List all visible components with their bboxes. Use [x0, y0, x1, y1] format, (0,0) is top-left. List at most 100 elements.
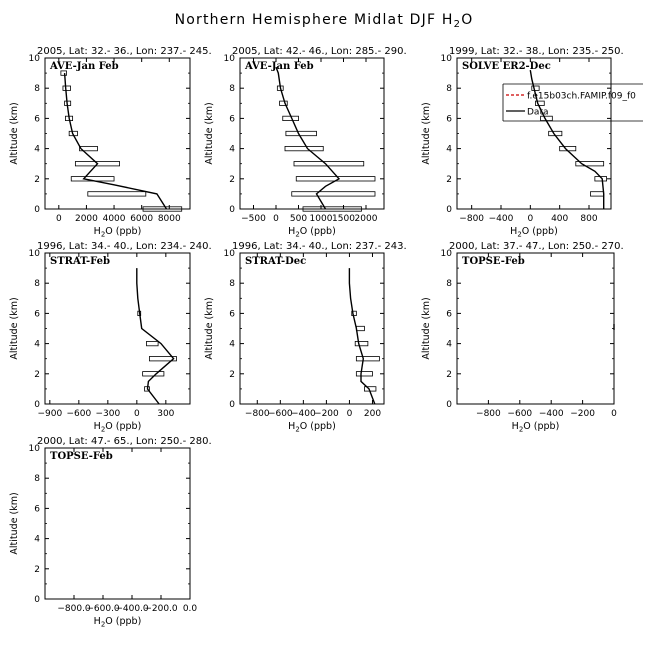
y-tick-label: 10	[224, 249, 236, 259]
campaign-label: AVE-Jan Feb	[49, 61, 119, 72]
chart-panel-4: 1996, Lat: 34.- 40., Lon: 234.- 240. 0 2 4 6…	[9, 241, 212, 434]
y-tick-label: 0	[229, 400, 235, 410]
plot-frame	[44, 447, 191, 600]
x-tick-label: 0	[347, 409, 353, 419]
y-tick-label: 4	[34, 340, 40, 350]
x-tick-label: −600.0	[86, 604, 120, 614]
x-tick-label: −800	[245, 409, 270, 419]
chart-panel-1: 2005, Lat: 32.- 36., Lon: 237.- 245. 0 2 4 6…	[9, 46, 212, 239]
y-tick-label: 8	[34, 474, 40, 484]
x-tick-label: −900	[37, 409, 62, 419]
figure-title-main: Northern Hemisphere Midlat DJF H	[175, 12, 454, 28]
x-tick-label: −200.0	[144, 604, 178, 614]
y-tick-label: 0	[229, 205, 235, 215]
y-axis-label: Altitude (km)	[204, 102, 215, 164]
x-tick-label: 1500	[332, 214, 355, 224]
legend-entry: Data	[527, 108, 549, 118]
chart-panel-5: 1996, Lat: 34.- 40., Lon: 237.- 243. 0 2 4 6…	[204, 241, 407, 434]
y-tick-label: 10	[224, 54, 236, 64]
panel-header: 1996, Lat: 34.- 40., Lon: 237.- 243.	[232, 241, 407, 252]
x-axis-label-part: O (ppb)	[522, 226, 558, 237]
y-tick-label: 6	[446, 309, 452, 319]
y-axis-label: Altitude (km)	[9, 492, 20, 554]
data-range-box	[62, 85, 71, 91]
x-axis-label-part: H	[512, 421, 519, 432]
x-axis-label: H2O (ppb)	[512, 421, 560, 434]
x-tick-label: −400.0	[115, 604, 149, 614]
y-tick-label: 8	[229, 84, 235, 94]
plot-frame	[239, 252, 385, 405]
data-range-box	[531, 85, 540, 91]
x-axis-label-part: H	[510, 226, 517, 237]
legend: f.e15b03ch.FAMIP.f09_f0 Data	[502, 83, 643, 122]
x-tick-label: 1000	[310, 214, 333, 224]
y-tick-label: 8	[34, 279, 40, 289]
x-axis-label-part: H	[94, 226, 101, 237]
x-tick-label: −500	[241, 214, 266, 224]
x-tick-label: −400	[291, 409, 316, 419]
data-range-box	[354, 340, 369, 347]
x-tick-label: 2000	[355, 214, 378, 224]
data-range-box	[79, 145, 98, 152]
figure-title-subscript: 2	[454, 19, 462, 30]
y-tick-label: 8	[229, 279, 235, 289]
data-series-line	[348, 268, 376, 405]
plot-frame	[44, 57, 191, 210]
x-axis-label-part: O (ppb)	[300, 421, 336, 432]
plot-frame	[44, 252, 191, 405]
y-tick-label: 10	[29, 249, 41, 259]
data-series-line	[136, 268, 175, 405]
x-tick-label: 0	[611, 409, 617, 419]
panel-header: 2005, Lat: 32.- 36., Lon: 237.- 245.	[37, 46, 212, 57]
x-tick-label: 0	[273, 214, 279, 224]
data-range-box	[142, 371, 165, 377]
y-tick-label: 0	[446, 205, 452, 215]
x-tick-label: 0.0	[183, 604, 198, 614]
y-tick-label: 10	[441, 249, 453, 259]
y-axis-label: Altitude (km)	[9, 102, 20, 164]
y-tick-label: 0	[34, 595, 40, 605]
y-tick-label: 10	[29, 54, 41, 64]
y-tick-label: 8	[446, 84, 452, 94]
panel-header: 1996, Lat: 34.- 40., Lon: 234.- 240.	[37, 241, 212, 252]
x-tick-label: −800	[476, 409, 501, 419]
y-tick-label: 2	[446, 175, 452, 185]
x-tick-label: −800	[459, 214, 484, 224]
y-tick-label: 10	[441, 54, 453, 64]
x-axis-label-part: O (ppb)	[300, 226, 336, 237]
x-axis-label-subscript: 2	[101, 426, 105, 434]
y-tick-label: 4	[229, 145, 235, 155]
x-axis-label-subscript: 2	[295, 231, 299, 239]
campaign-label: STRAT-Feb	[50, 256, 110, 267]
data-range-box	[74, 161, 120, 167]
data-range-box	[148, 356, 177, 362]
chart-panel-3: 1999, Lat: 32.- 38., Lon: 235.- 250. 0 2 4 6…	[421, 46, 643, 239]
y-tick-label: 0	[34, 205, 40, 215]
y-axis-label: Altitude (km)	[421, 297, 432, 359]
x-tick-label: −600	[66, 409, 91, 419]
campaign-label: TOPSE-Feb	[50, 451, 113, 462]
data-range-box	[60, 70, 67, 76]
data-range-box	[302, 206, 362, 212]
panel-header: 1999, Lat: 32.- 38., Lon: 235.- 250.	[449, 46, 624, 57]
y-tick-label: 8	[446, 279, 452, 289]
data-range-box	[293, 161, 365, 167]
y-tick-label: 0	[446, 400, 452, 410]
y-tick-label: 2	[446, 370, 452, 380]
y-tick-label: 4	[34, 145, 40, 155]
x-tick-label: 0	[134, 409, 140, 419]
legend-entry: f.e15b03ch.FAMIP.f09_f0	[527, 92, 636, 102]
figure-title: Northern Hemisphere Midlat DJF H2O	[175, 12, 474, 30]
x-axis-label-part: O (ppb)	[105, 226, 141, 237]
y-tick-label: 4	[446, 145, 452, 155]
y-tick-label: 6	[34, 504, 40, 514]
data-range-box	[575, 161, 605, 167]
campaign-label: SOLVE ER2-Dec	[462, 61, 551, 72]
x-tick-label: 200	[364, 409, 381, 419]
y-tick-label: 6	[446, 114, 452, 124]
x-axis-label-part: O (ppb)	[105, 421, 141, 432]
x-tick-label: −400	[539, 409, 564, 419]
y-tick-label: 8	[34, 84, 40, 94]
y-tick-label: 6	[34, 114, 40, 124]
data-range-box	[291, 191, 376, 197]
